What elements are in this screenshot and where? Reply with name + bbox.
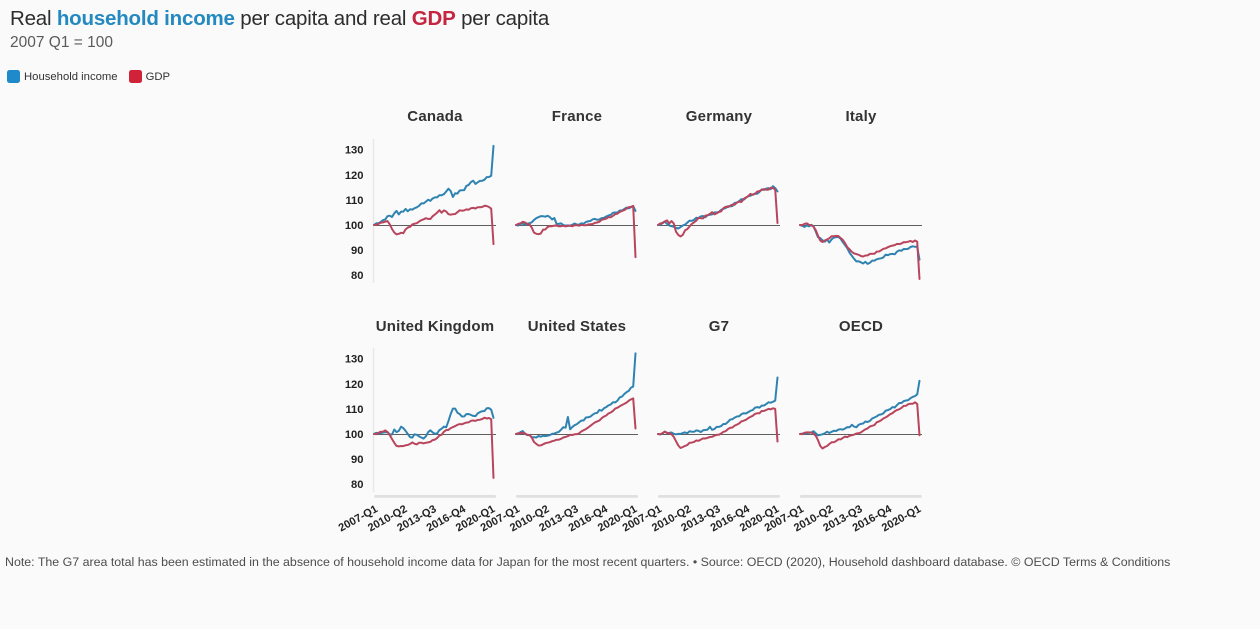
svg-text:80: 80 (351, 270, 363, 282)
svg-text:United Kingdom: United Kingdom (376, 318, 495, 335)
svg-text:Canada: Canada (407, 108, 463, 125)
svg-text:90: 90 (351, 454, 363, 466)
svg-text:80: 80 (351, 479, 363, 491)
svg-text:110: 110 (345, 195, 363, 207)
svg-text:France: France (552, 108, 602, 125)
svg-text:Germany: Germany (686, 108, 753, 125)
svg-text:90: 90 (351, 245, 363, 257)
svg-text:120: 120 (345, 379, 364, 391)
svg-text:United States: United States (528, 318, 626, 335)
svg-text:110: 110 (345, 404, 363, 416)
svg-text:G7: G7 (709, 318, 729, 335)
svg-text:100: 100 (345, 429, 364, 441)
svg-text:130: 130 (345, 145, 364, 157)
svg-text:120: 120 (345, 170, 364, 182)
svg-text:130: 130 (345, 354, 364, 366)
svg-text:100: 100 (345, 220, 364, 232)
svg-text:Italy: Italy (845, 108, 876, 125)
svg-text:OECD: OECD (839, 318, 883, 335)
